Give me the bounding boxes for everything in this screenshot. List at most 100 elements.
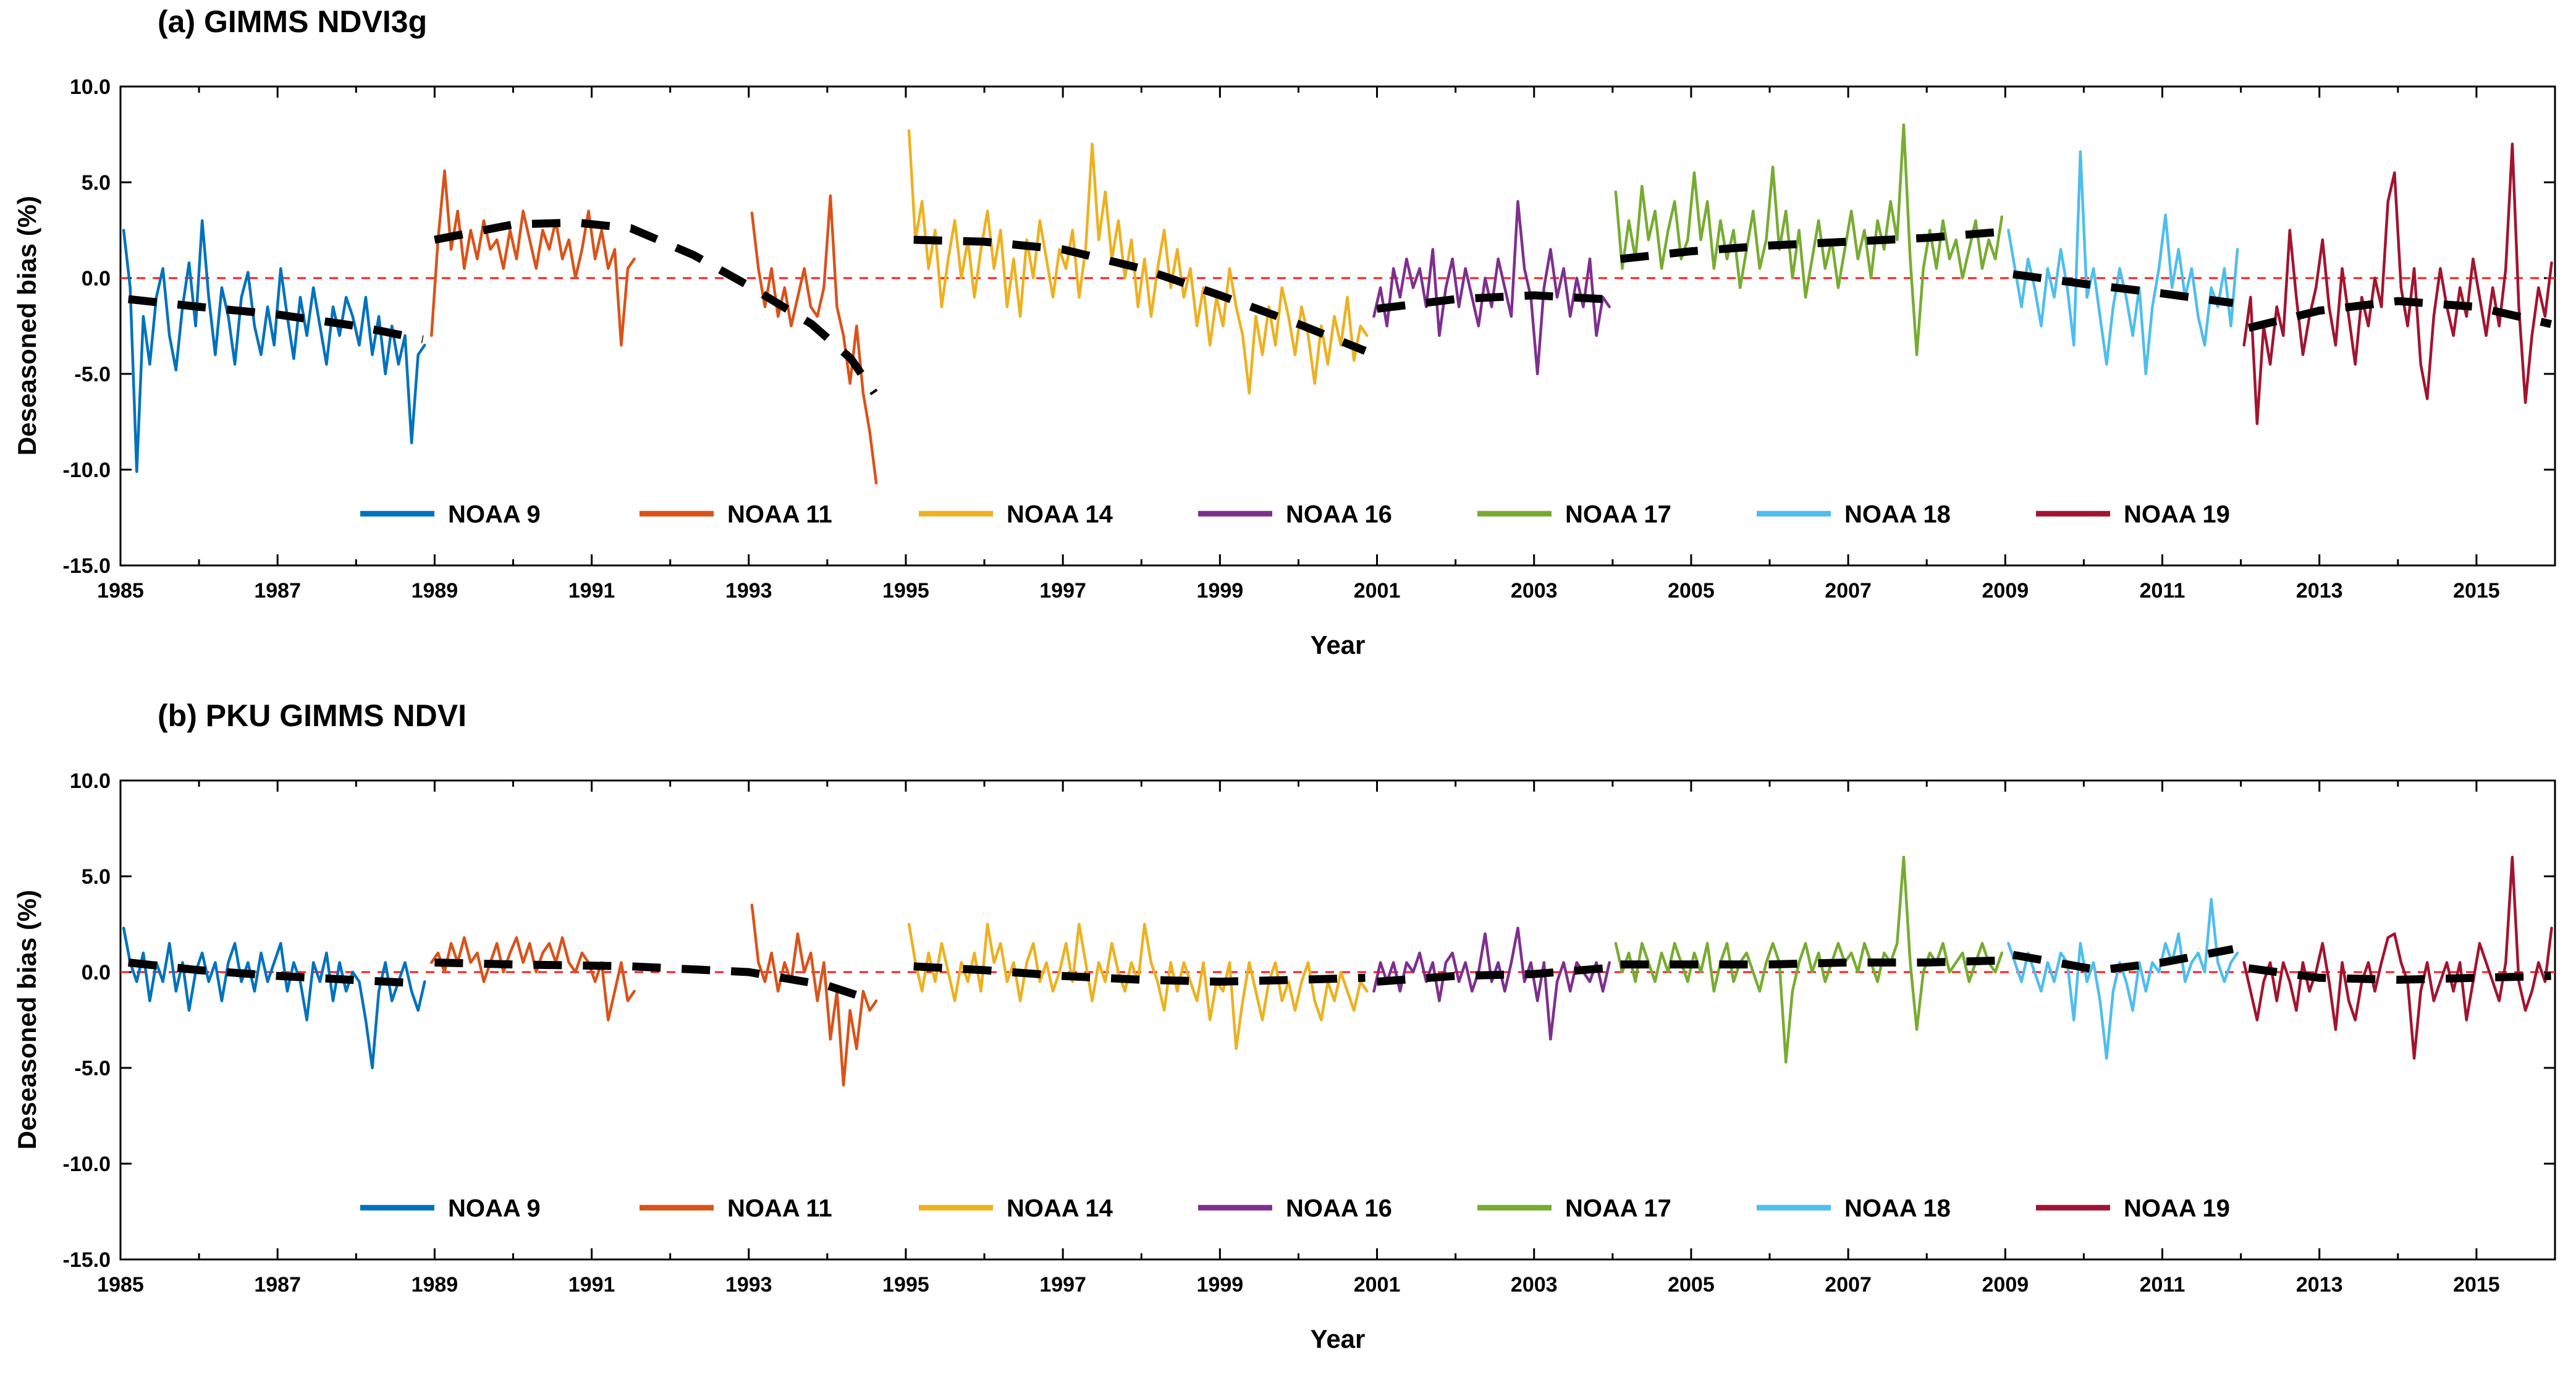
y-tick-label: -15.0	[63, 554, 111, 578]
x-tick-label: 1995	[882, 579, 929, 603]
y-tick-label: 10.0	[70, 75, 111, 99]
panel-a-plot: 1985 1987 1989 1991 1993 1995 1997 1999 2001 2003…	[63, 75, 2556, 603]
series-noaa-19	[2242, 855, 2553, 1060]
plot-box	[119, 779, 2556, 1261]
trend-line-noaa-18	[2012, 270, 2234, 307]
panel-b: (b) PKU GIMMS NDVI Deseasoned bias (%) 1…	[0, 694, 2576, 1388]
x-tick-label: 1997	[1039, 1273, 1086, 1297]
x-tick-label: 1985	[97, 1273, 144, 1297]
x-tick-label: 1987	[254, 1273, 301, 1297]
x-tick-label: 2001	[1354, 1273, 1401, 1297]
series-line-noaa-16	[1372, 926, 1611, 1041]
panel-b-x-axis-label: Year	[1310, 1324, 1366, 1353]
panel-a: (a) GIMMS NDVI3g Deseasoned bias (%) 198…	[12, 4, 2556, 659]
x-tick-label: 2015	[2453, 579, 2500, 603]
x-tick-label: 1985	[97, 579, 144, 603]
series-noaa-14	[907, 923, 1369, 1051]
y-tick-label: -5.0	[74, 1057, 111, 1080]
plot-box	[119, 85, 2556, 567]
y-axis: 10.0 5.0 0.0 -5.0 -10.0 -15.0	[63, 769, 2555, 1272]
legend-label-noaa-14: NOAA 14	[1007, 501, 1113, 528]
legend-label-noaa-16: NOAA 16	[1286, 501, 1392, 528]
series-line-noaa-19	[2242, 855, 2553, 1060]
x-tick-label: 1991	[568, 579, 615, 603]
x-axis: 1985 1987 1989 1991 1993 1995 1997 1999 2001 2003…	[97, 87, 2556, 603]
legend-label-noaa-17: NOAA 17	[1565, 1195, 1671, 1222]
series-noaa-11	[430, 169, 878, 485]
y-axis: 10.0 5.0 0.0 -5.0 -10.0 -15.0	[63, 75, 2555, 578]
x-tick-label: 1995	[882, 1273, 929, 1297]
y-tick-label: 0.0	[82, 267, 111, 290]
series-noaa-16	[1372, 200, 1611, 376]
legend-label-noaa-9: NOAA 9	[448, 1195, 541, 1222]
trend-line-noaa-17	[1620, 956, 1998, 969]
trend-line-noaa-16	[1376, 291, 1605, 313]
legend-label-noaa-11: NOAA 11	[727, 501, 832, 528]
x-tick-label: 1999	[1197, 579, 1244, 603]
x-tick-label: 1989	[412, 1273, 458, 1297]
trend-line-noaa-17	[1620, 228, 1998, 263]
x-tick-label: 2001	[1354, 579, 1401, 603]
y-tick-label: 5.0	[82, 171, 111, 195]
series-noaa-18	[2007, 897, 2239, 1060]
legend-label-noaa-14: NOAA 14	[1007, 1195, 1113, 1222]
legend-label-noaa-19: NOAA 19	[2124, 1195, 2230, 1222]
series-line-noaa-18	[2007, 897, 2239, 1060]
x-tick-label: 1999	[1197, 1273, 1244, 1297]
series-line-noaa-14	[907, 129, 1369, 395]
trend-line-noaa-9	[127, 295, 424, 344]
x-tick-label: 2011	[2140, 1273, 2185, 1297]
x-tick-label: 1993	[725, 579, 772, 603]
trend-line-noaa-14	[913, 235, 1367, 355]
trend-line-noaa-11	[434, 218, 878, 396]
x-tick-label: 1993	[725, 1273, 772, 1297]
series-noaa-9	[122, 926, 426, 1070]
x-tick-label: 2015	[2453, 1273, 2500, 1297]
series-line-noaa-9	[122, 926, 426, 1070]
x-tick-label: 2013	[2296, 1273, 2343, 1297]
series-line-noaa-18	[2007, 150, 2239, 376]
series-line-noaa-11	[430, 169, 636, 347]
legend-label-noaa-19: NOAA 19	[2124, 501, 2230, 528]
y-tick-label: 10.0	[70, 769, 111, 793]
y-tick-label: 0.0	[82, 961, 111, 984]
y-tick-label: -15.0	[63, 1248, 111, 1272]
legend-label-noaa-11: NOAA 11	[727, 1195, 832, 1222]
series-noaa-11	[430, 903, 878, 1087]
panel-a-x-axis-label: Year	[1310, 630, 1366, 659]
legend-label-noaa-9: NOAA 9	[448, 501, 541, 528]
series-noaa-18	[2007, 150, 2239, 376]
x-tick-label: 2003	[1511, 579, 1558, 603]
series-noaa-16	[1372, 926, 1611, 1041]
x-tick-label: 2007	[1825, 1273, 1872, 1297]
x-tick-label: 2007	[1825, 579, 1872, 603]
x-axis: 1985 1987 1989 1991 1993 1995 1997 1999 2001 2003…	[97, 781, 2556, 1297]
trend-line-noaa-14	[913, 962, 1366, 986]
x-tick-label: 1987	[254, 579, 301, 603]
legend: NOAA 9 NOAA 11 NOAA 14 NOAA 16 NOAA 17 NOAA 1…	[360, 501, 2230, 528]
y-tick-label: -5.0	[74, 363, 111, 386]
trend-line-noaa-9	[127, 958, 423, 988]
trend-line-noaa-11	[434, 958, 876, 1005]
legend-label-noaa-16: NOAA 16	[1286, 1195, 1392, 1222]
trend-line-noaa-19	[2248, 964, 2551, 984]
legend-label-noaa-18: NOAA 18	[1844, 1195, 1951, 1222]
panel-a-title: (a) GIMMS NDVI3g	[158, 4, 428, 39]
x-tick-label: 2013	[2296, 579, 2343, 603]
panel-b-title: (b) PKU GIMMS NDVI	[158, 698, 467, 733]
series-line-noaa-9	[122, 219, 426, 473]
x-tick-label: 2005	[1668, 579, 1715, 603]
series-noaa-19	[2242, 142, 2553, 425]
series-noaa-9	[122, 219, 426, 473]
legend: NOAA 9 NOAA 11 NOAA 14 NOAA 16 NOAA 17 NOAA 1…	[360, 1195, 2230, 1222]
trend-line-noaa-18	[2012, 945, 2234, 975]
trend-line-noaa-19	[2247, 297, 2553, 332]
y-tick-label: -10.0	[63, 1153, 111, 1176]
x-tick-label: 1997	[1039, 579, 1086, 603]
x-tick-label: 2003	[1511, 1273, 1558, 1297]
series-line-noaa-14	[907, 923, 1369, 1051]
x-tick-label: 2011	[2140, 579, 2185, 603]
x-tick-label: 2005	[1668, 1273, 1715, 1297]
series-line-noaa-11	[430, 936, 636, 1022]
